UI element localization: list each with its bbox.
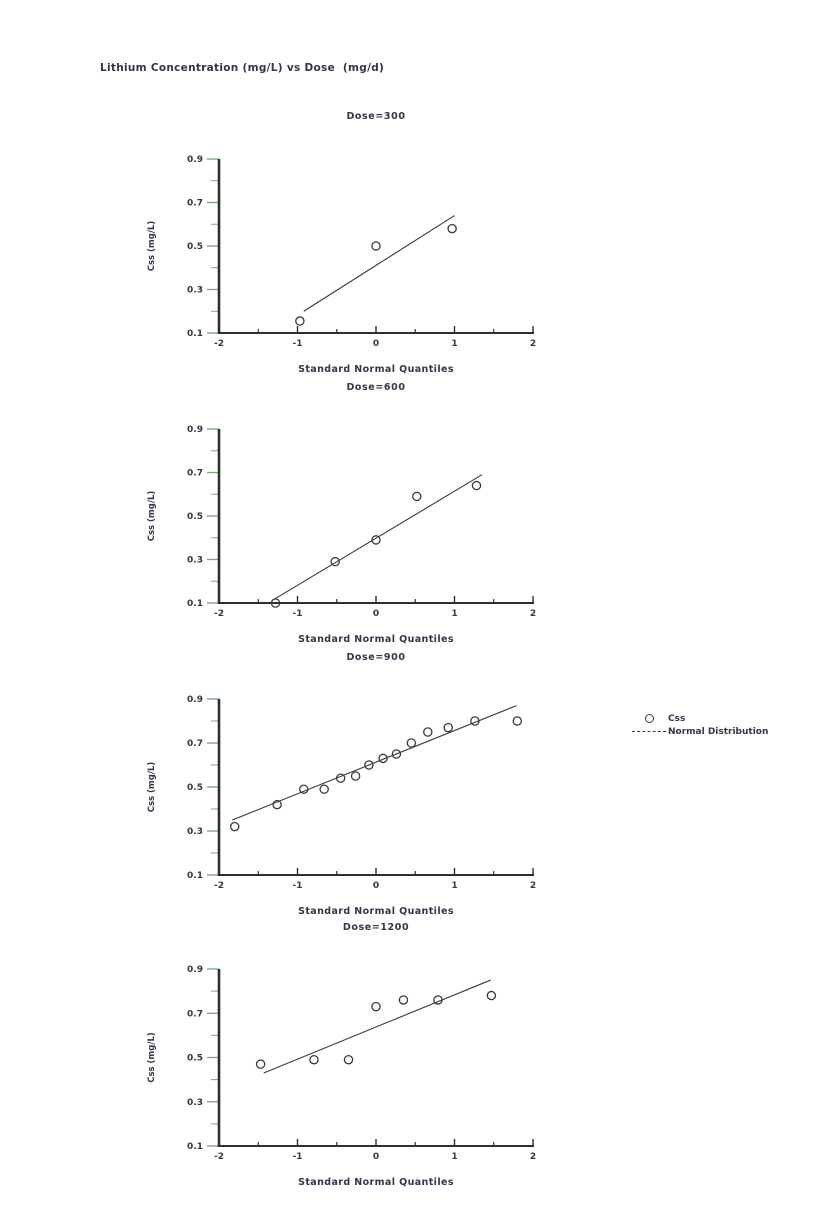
- y-tick-label: 0.1: [187, 871, 203, 881]
- x-tick-label: 0: [373, 609, 379, 619]
- y-axis-label: Css (mg/L): [147, 762, 157, 813]
- css-data-point: [412, 491, 422, 502]
- y-tick-label: 0.1: [187, 329, 203, 339]
- x-tick-label: 0: [373, 881, 379, 891]
- css-data-point: [309, 1054, 319, 1065]
- x-tick-label: 1: [451, 1152, 457, 1162]
- panel-title-dose-600: Dose=600: [346, 382, 406, 393]
- css-data-point: [486, 990, 497, 1001]
- x-tick-label: -2: [214, 609, 224, 619]
- legend: Css Normal Distribution: [630, 712, 768, 738]
- y-tick-label: 0.7: [187, 739, 203, 749]
- x-axis-label: Standard Normal Quantiles: [298, 906, 454, 917]
- y-tick-label: 0.5: [187, 512, 203, 522]
- y-tick-label: 0.1: [187, 1142, 203, 1152]
- y-tick-label: 0.7: [187, 199, 203, 209]
- x-tick-label: 2: [530, 609, 536, 619]
- legend-label-normal-distribution: Normal Distribution: [668, 726, 769, 737]
- normal-distribution-line: [232, 705, 517, 821]
- css-data-point: [299, 784, 309, 794]
- css-data-point: [471, 480, 482, 491]
- x-axis-label: Standard Normal Quantiles: [298, 634, 454, 645]
- css-data-point: [447, 223, 457, 234]
- y-tick-label: 0.1: [187, 599, 203, 609]
- normal-distribution-dashed-line-icon: [632, 731, 666, 732]
- css-data-point: [378, 753, 388, 764]
- css-data-point: [398, 995, 409, 1005]
- css-data-point: [433, 995, 443, 1005]
- x-tick-label: -2: [214, 881, 224, 891]
- y-tick-label: 0.7: [187, 1009, 203, 1019]
- css-data-point: [406, 738, 417, 748]
- y-tick-label: 0.9: [187, 965, 203, 975]
- x-tick-label: 2: [530, 1152, 536, 1162]
- x-axis-label: Standard Normal Quantiles: [298, 1177, 454, 1188]
- normal-distribution-line: [303, 215, 455, 312]
- panel-title-dose-900: Dose=900: [346, 652, 406, 663]
- legend-label-css: Css: [668, 713, 686, 724]
- x-tick-label: -1: [293, 609, 303, 619]
- css-data-point: [335, 773, 346, 783]
- css-data-point: [330, 556, 340, 567]
- x-tick-label: -1: [293, 339, 303, 349]
- y-tick-label: 0.5: [187, 1054, 203, 1064]
- x-tick-label: 0: [373, 339, 379, 349]
- x-tick-label: -1: [293, 1152, 303, 1162]
- y-tick-label: 0.3: [187, 556, 203, 566]
- css-data-point: [512, 716, 523, 726]
- panel-title-dose-1200: Dose=1200: [342, 922, 410, 933]
- x-axis-label: Standard Normal Quantiles: [298, 364, 454, 375]
- page-title: Lithium Concentration (mg/L) vs Dose (mg…: [100, 62, 385, 74]
- css-data-point: [391, 749, 402, 759]
- y-tick-label: 0.5: [187, 242, 203, 252]
- x-tick-label: 1: [451, 881, 457, 891]
- y-axis-label: Css (mg/L): [147, 1032, 157, 1083]
- x-tick-label: -2: [214, 1152, 224, 1162]
- y-tick-label: 0.3: [187, 286, 203, 296]
- css-data-point: [272, 799, 282, 810]
- css-data-point: [270, 598, 281, 608]
- y-tick-label: 0.7: [187, 469, 203, 479]
- y-tick-label: 0.9: [187, 695, 203, 705]
- css-data-point: [443, 722, 453, 733]
- x-tick-label: -2: [214, 339, 224, 349]
- y-axis-label: Css (mg/L): [147, 491, 157, 542]
- y-axis-label: Css (mg/L): [147, 221, 157, 272]
- css-data-point: [229, 821, 240, 832]
- x-tick-label: 1: [451, 339, 457, 349]
- y-tick-label: 0.3: [187, 1098, 203, 1108]
- css-data-point: [319, 784, 329, 794]
- x-tick-label: -1: [293, 881, 303, 891]
- css-data-point: [371, 241, 381, 251]
- legend-item-css: Css: [630, 712, 768, 725]
- y-tick-label: 0.3: [187, 827, 203, 837]
- css-data-point: [364, 760, 374, 770]
- css-data-point: [371, 535, 381, 545]
- css-data-point: [470, 716, 480, 726]
- y-tick-label: 0.5: [187, 783, 203, 793]
- y-tick-label: 0.9: [187, 425, 203, 435]
- css-data-point: [343, 1054, 354, 1065]
- qq-plot-dose-300: 0.9 0.7 0.5 0.3 0.1 -2 -1 0 1 2 Standard Normal Qu…: [147, 155, 536, 375]
- normal-distribution-line: [271, 474, 483, 602]
- css-data-point: [423, 727, 433, 737]
- css-circle-marker-icon: [644, 714, 654, 723]
- css-data-point: [350, 771, 361, 781]
- x-tick-label: 2: [530, 339, 536, 349]
- qq-plot-dose-1200: 0.9 0.7 0.5 0.3 0.1 -2 -1 0 1 2 Standard Normal Qu…: [147, 965, 536, 1188]
- x-tick-label: 0: [373, 1152, 379, 1162]
- y-tick-label: 0.9: [187, 155, 203, 165]
- x-tick-label: 2: [530, 881, 536, 891]
- css-data-point: [371, 1001, 381, 1012]
- qq-plot-dose-900: 0.9 0.7 0.5 0.3 0.1 -2 -1 0 1 2 Standard Normal Qu…: [147, 695, 536, 917]
- legend-item-normal-distribution: Normal Distribution: [630, 725, 768, 738]
- qq-plot-dose-600: 0.9 0.7 0.5 0.3 0.1 -2 -1 0 1 2 Standard Normal Qu…: [147, 425, 536, 645]
- css-data-point: [255, 1059, 266, 1069]
- x-tick-label: 1: [451, 609, 457, 619]
- panel-title-dose-300: Dose=300: [346, 111, 406, 122]
- css-data-point: [295, 316, 305, 326]
- normal-distribution-line: [263, 979, 491, 1074]
